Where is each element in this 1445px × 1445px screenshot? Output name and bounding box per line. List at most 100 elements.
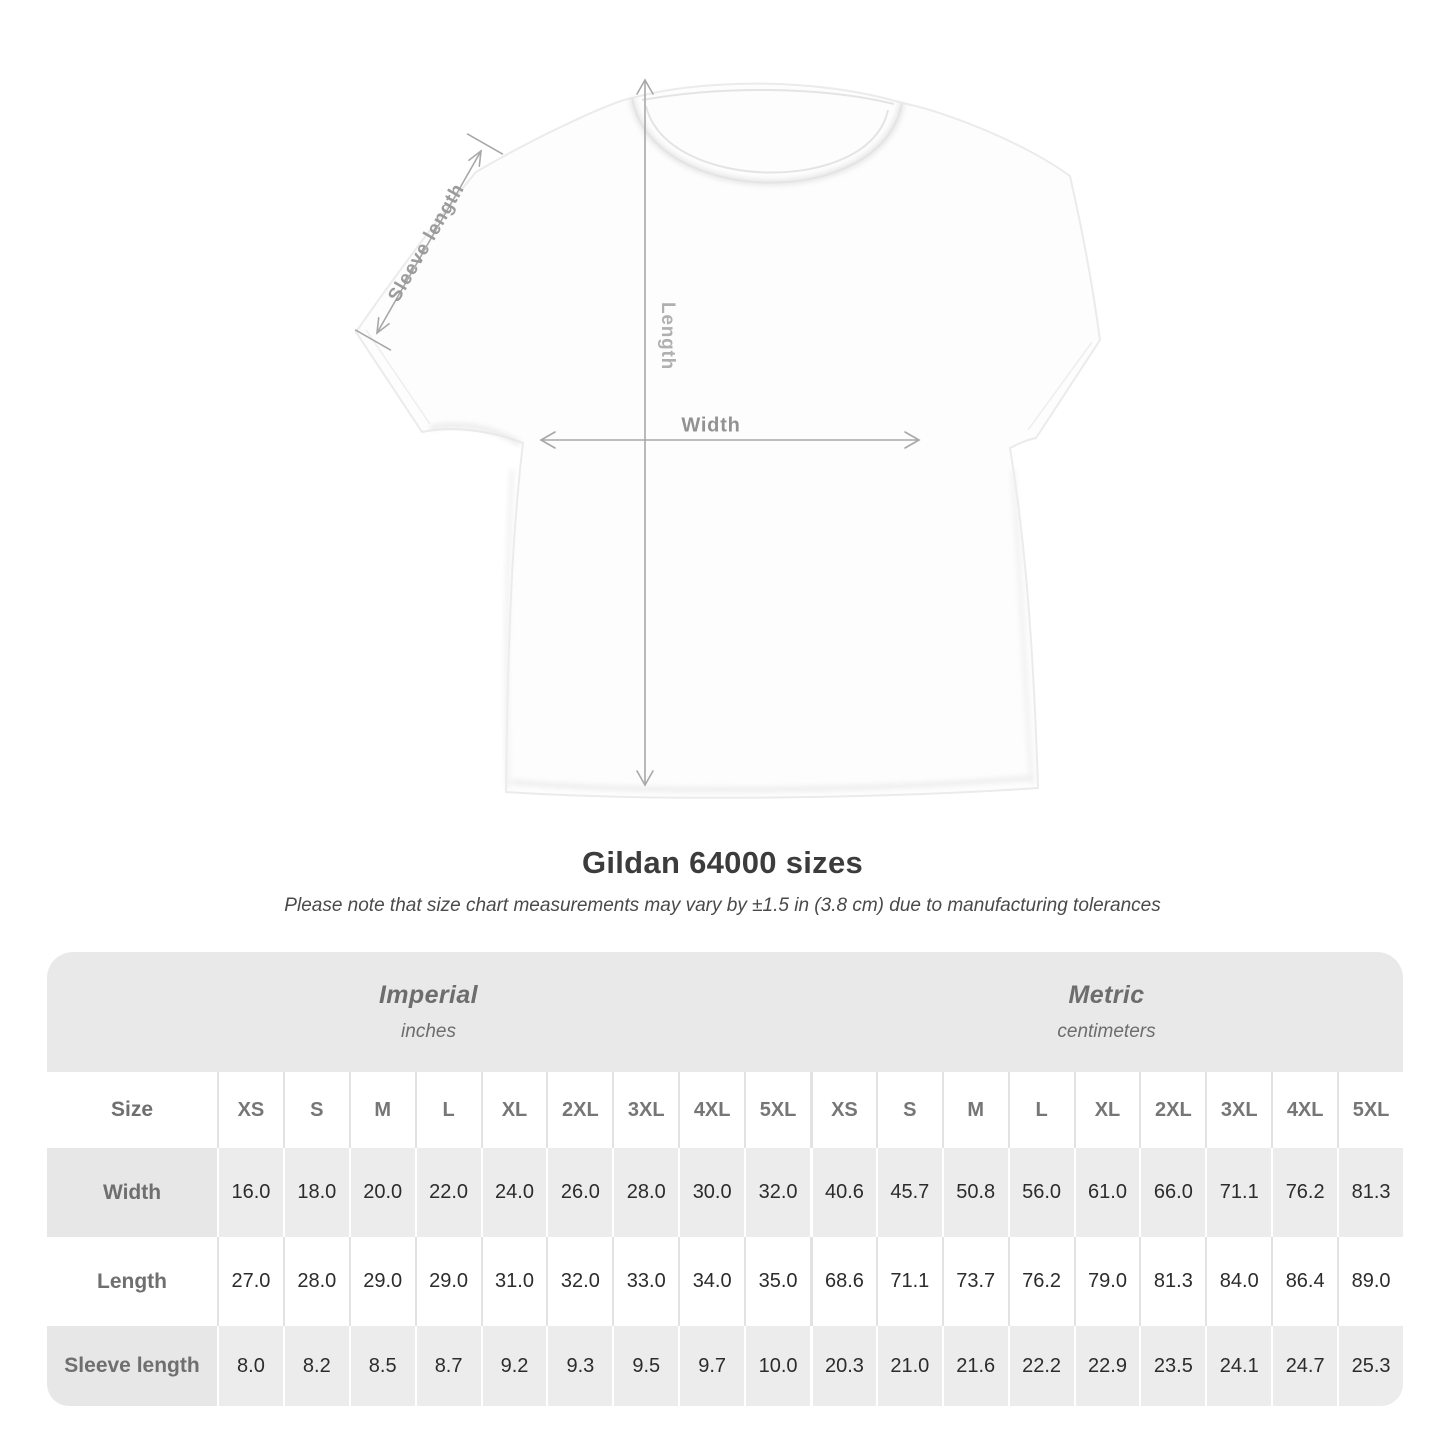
size-header-cell-imperial: M [348,1072,415,1148]
value-cell-metric: 81.3 [1337,1148,1403,1237]
size-header-cell-imperial: 5XL [744,1072,810,1148]
value-cell-imperial: 28.0 [612,1148,679,1237]
value-cell-imperial: 32.0 [546,1237,612,1326]
size-header-row: Size XS S M L XL 2XL 3XL 4XL 5XL XS S M L XL 2XL 3XL 4XL 5… [47,1072,1403,1148]
size-header-cell-imperial: XL [480,1072,547,1148]
tshirt-illustration [354,78,1102,799]
metric-unit: centimeters [1057,1021,1156,1042]
heading: Gildan 64000 sizes Please note that size… [0,845,1445,917]
size-header-cell-imperial: 3XL [612,1072,678,1148]
value-cell-metric: 50.8 [941,1148,1008,1237]
value-cell-metric: 45.7 [875,1148,942,1237]
value-cell-metric: 76.2 [1007,1237,1074,1326]
size-table: Imperial inches Metric centimeters Size X… [47,952,1403,1406]
value-cell-metric: 76.2 [1271,1148,1338,1237]
value-cell-imperial: 30.0 [678,1148,745,1237]
row-label: Sleeve length [47,1326,217,1406]
size-table-body: Size XS S M L XL 2XL 3XL 4XL 5XL XS S M L XL 2XL 3XL 4XL 5… [47,1072,1403,1406]
length-arrow [636,78,654,787]
shirt-cuff-seams [365,329,1093,431]
value-cell-metric: 71.1 [1205,1148,1272,1237]
size-header-cell-imperial: 4XL [678,1072,744,1148]
page-title: Gildan 64000 sizes [581,845,864,880]
value-cell-metric: 24.1 [1205,1326,1272,1406]
value-cell-imperial: 35.0 [744,1237,810,1326]
value-cell-metric: 66.0 [1139,1148,1206,1237]
row-label: Length [97,1269,167,1293]
value-cell-metric: 22.9 [1073,1326,1140,1406]
size-header-cell-metric: XL [1073,1072,1140,1148]
value-cell-imperial: 8.2 [282,1326,349,1406]
value-cell-imperial: 26.0 [546,1148,613,1237]
value-cell-metric: 21.6 [941,1326,1008,1406]
value-cell-metric: 25.3 [1337,1326,1403,1406]
value-cell-imperial: 8.5 [348,1326,415,1406]
measurement-row-width: Width 16.0 18.0 20.0 22.0 24.0 26.0 28.0 30.0 32.… [47,1148,1403,1237]
value-cell-metric: 89.0 [1337,1237,1403,1326]
imperial-title: Imperial [378,981,479,1009]
value-cell-metric: 86.4 [1271,1237,1337,1326]
metric-title: Metric [1068,981,1145,1009]
measurement-row-sleeve-length: Sleeve length 8.0 8.2 8.5 8.7 9.2 9.3 9.5 9.7 10.… [47,1326,1403,1406]
metric-section-header: Metric centimeters [810,952,1403,1072]
value-cell-imperial: 20.0 [348,1148,415,1237]
value-cell-metric: 20.3 [809,1326,876,1406]
width-arrow [539,431,921,449]
value-cell-imperial: 8.0 [217,1326,283,1406]
value-cell-imperial: 33.0 [612,1237,678,1326]
tolerance-note: Please note that size chart measurements… [284,895,1161,916]
value-cell-imperial: 22.0 [414,1148,481,1237]
length-label: Length [657,301,678,371]
size-header-cell-metric: M [941,1072,1008,1148]
value-cell-metric: 56.0 [1007,1148,1074,1237]
value-cell-imperial: 8.7 [414,1326,481,1406]
imperial-section-header: Imperial inches [47,952,810,1072]
size-header-cell-metric: 4XL [1271,1072,1337,1148]
value-cell-metric: 73.7 [941,1237,1008,1326]
sleeve-length-arrow [354,133,504,351]
value-cell-metric: 71.1 [875,1237,942,1326]
size-header-cell-imperial: L [414,1072,481,1148]
value-cell-metric: 21.0 [875,1326,942,1406]
value-cell-imperial: 16.0 [217,1148,283,1237]
value-cell-metric: 24.7 [1271,1326,1338,1406]
size-header-cell-metric: 5XL [1337,1072,1403,1148]
value-cell-imperial: 29.0 [348,1237,415,1326]
value-cell-imperial: 29.0 [414,1237,481,1326]
width-label: Width [681,414,741,437]
value-cell-metric: 68.6 [809,1237,876,1326]
size-header-cell-imperial: S [282,1072,349,1148]
size-header-cell-metric: XS [809,1072,876,1148]
value-cell-metric: 61.0 [1073,1148,1140,1237]
value-cell-imperial: 32.0 [744,1148,810,1237]
measurement-row-length: Length 27.0 28.0 29.0 29.0 31.0 32.0 33.0 34.0 35… [47,1237,1403,1326]
value-cell-imperial: 9.5 [612,1326,679,1406]
size-header-cell-imperial: XS [217,1072,283,1148]
value-cell-imperial: 18.0 [282,1148,349,1237]
value-cell-imperial: 27.0 [217,1237,283,1326]
dimension-arrows [354,78,921,787]
value-cell-metric: 22.2 [1007,1326,1074,1406]
value-cell-metric: 23.5 [1139,1326,1206,1406]
value-cell-metric: 84.0 [1205,1237,1271,1326]
size-header-label: Size [110,1098,154,1121]
tshirt-measurement-diagram: Sleeve length Length Width [354,78,1102,799]
row-label: Width [47,1148,217,1237]
value-cell-metric: 40.6 [809,1148,876,1237]
size-header-cell-imperial: 2XL [546,1072,612,1148]
size-header-cell-metric: L [1007,1072,1074,1148]
value-cell-imperial: 28.0 [282,1237,349,1326]
size-header-cell-metric: S [875,1072,942,1148]
size-header-cell-metric: 3XL [1205,1072,1271,1148]
value-cell-metric: 81.3 [1139,1237,1205,1326]
value-cell-imperial: 24.0 [480,1148,547,1237]
shirt-collar [631,88,903,184]
value-cell-imperial: 34.0 [678,1237,744,1326]
value-cell-imperial: 10.0 [744,1326,810,1406]
unit-header-band: Imperial inches Metric centimeters [47,952,1403,1072]
value-cell-imperial: 31.0 [480,1237,547,1326]
value-cell-imperial: 9.2 [480,1326,547,1406]
size-header-cell-metric: 2XL [1139,1072,1205,1148]
value-cell-metric: 79.0 [1073,1237,1140,1326]
